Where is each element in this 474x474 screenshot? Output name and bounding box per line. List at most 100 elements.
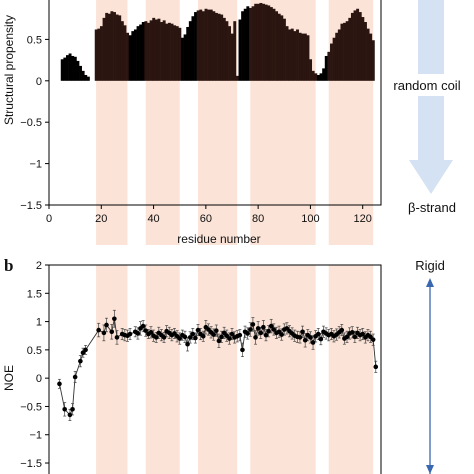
a-bar: [340, 23, 344, 81]
a-ytick-label: −0.5: [20, 117, 42, 129]
a-bar: [225, 21, 229, 81]
a-bar: [128, 35, 132, 81]
side-annotation: random coil β-strand Rigid: [385, 0, 473, 474]
b-point: [245, 331, 250, 336]
b-points: [57, 316, 379, 418]
a-xtick-label: 60: [200, 213, 212, 225]
b-ytick-label: 1: [36, 317, 42, 329]
b-point: [302, 337, 308, 343]
b-shaded-region-4: [328, 265, 374, 474]
a-bar: [337, 29, 341, 81]
a-xtick-label: 80: [252, 213, 264, 225]
a-bar: [149, 20, 153, 81]
b-shaded-regions: [96, 265, 374, 474]
a-ytick-label: 0.5: [27, 34, 42, 46]
a-bar: [94, 29, 98, 81]
b-point: [211, 332, 216, 337]
b-point: [300, 329, 305, 335]
a-bar: [371, 40, 375, 81]
a-bar: [102, 17, 106, 81]
a-bar: [314, 73, 318, 81]
a-bar: [162, 20, 166, 81]
b-point: [127, 331, 133, 337]
rigid-arrow-head: [426, 278, 434, 287]
a-bar: [71, 55, 75, 81]
a-bar: [131, 31, 135, 81]
b-point: [339, 327, 345, 333]
b-point: [253, 335, 258, 340]
a-bar: [126, 32, 130, 81]
a-bar: [76, 60, 80, 81]
a-bar: [183, 34, 187, 81]
a-bar: [358, 12, 362, 81]
b-point: [352, 334, 358, 340]
a-bar: [230, 33, 234, 81]
b-shaded-region-1: [145, 265, 180, 474]
a-bar: [79, 65, 82, 81]
b-y-axis-label: NOE: [2, 365, 16, 391]
a-bar: [285, 26, 289, 81]
a-bar: [152, 17, 156, 81]
a-x-axis-label: residue number: [177, 232, 260, 246]
panel-b-label: b: [4, 256, 13, 275]
a-bar: [298, 32, 302, 81]
a-bar: [345, 21, 349, 81]
rigid-label: Rigid: [415, 258, 445, 273]
beta-strand-label: β-strand: [408, 200, 456, 215]
a-bar: [251, 6, 255, 81]
b-point: [148, 330, 154, 335]
a-bar: [248, 7, 252, 81]
b-point: [237, 332, 243, 338]
b-point: [227, 336, 232, 341]
b-point: [67, 412, 73, 418]
a-bar: [81, 70, 85, 81]
a-bar: [259, 2, 263, 81]
a-bar: [272, 8, 276, 81]
a-bar: [173, 25, 177, 81]
a-bar: [178, 27, 182, 81]
a-bar: [188, 21, 192, 81]
b-point: [57, 381, 62, 387]
b-point: [279, 332, 284, 337]
b-point: [297, 335, 303, 340]
a-bar: [186, 26, 190, 81]
a-bar: [246, 6, 250, 81]
a-bar: [97, 28, 101, 81]
a-xtick-label: 20: [95, 213, 107, 225]
a-bar: [65, 55, 69, 81]
a-tick-labels: −1.5 −1 −0.5 0 0.5 0 20 40 60 80 100 120: [20, 34, 372, 225]
random-coil-label: random coil: [393, 78, 460, 93]
a-bar: [296, 29, 299, 81]
a-bar: [123, 25, 127, 81]
panel-b-noe: −1.5 −1 −0.5 0 0.5 1 1.5 2 NOE: [2, 260, 382, 474]
a-bar: [204, 8, 208, 81]
a-bar: [332, 37, 336, 81]
a-bar: [215, 12, 218, 81]
a-bar: [165, 23, 169, 81]
b-point: [240, 347, 245, 353]
b-ytick-label: 2: [36, 260, 42, 272]
a-bar: [154, 19, 158, 81]
a-bar: [60, 59, 64, 81]
a-bar: [256, 3, 260, 81]
b-point: [112, 316, 117, 322]
b-point: [373, 364, 379, 370]
b-point: [268, 323, 274, 329]
b-point: [177, 336, 183, 341]
a-bar: [269, 7, 273, 81]
a-bar: [353, 10, 357, 81]
a-bar: [207, 9, 211, 81]
b-point: [247, 327, 253, 332]
a-bar: [136, 26, 140, 81]
b-point: [308, 335, 313, 340]
a-bar: [63, 57, 67, 81]
a-bar: [311, 70, 315, 81]
a-bar: [369, 33, 373, 81]
a-bar: [335, 32, 339, 81]
b-shaded-region-0: [96, 265, 128, 474]
b-point: [271, 327, 277, 332]
a-bar: [303, 33, 307, 81]
a-bar: [209, 9, 213, 81]
a-bar: [324, 55, 328, 81]
a-plot-frame: [48, 0, 382, 206]
